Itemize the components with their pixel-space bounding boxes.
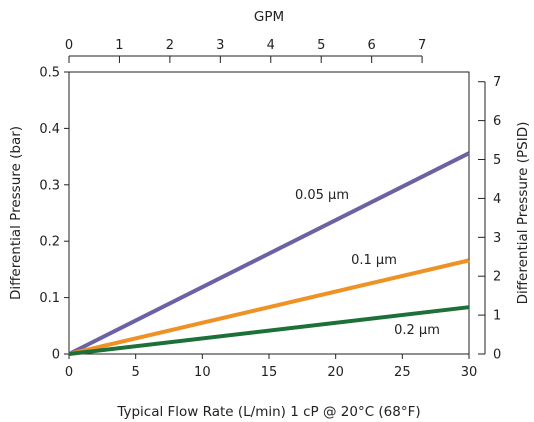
x-tick-label: 10 [194,365,211,380]
y2-tick-label: 6 [493,114,501,129]
y2-tick-label: 1 [493,309,501,324]
series-label-01: 0.1 µm [351,253,397,268]
x-tick-label: 5 [132,365,140,380]
y-tick-label: 0.3 [39,178,60,193]
plot-frame [68,71,470,355]
left-y-axis: 0 0.1 0.2 0.3 0.4 0.5 [39,66,69,363]
x-tick-label: 20 [327,365,344,380]
x2-tick-label: 1 [115,38,123,53]
y2-tick-label: 0 [493,348,501,363]
x2-tick-label: 6 [368,38,376,53]
y-tick-label: 0.1 [39,291,60,306]
x2-tick-label: 2 [166,38,174,53]
series-layer [68,151,470,356]
y2-tick-label: 2 [493,270,501,285]
y-tick-label: 0.5 [39,66,60,81]
y2-axis-title: Differential Pressure (PSID) [515,122,531,305]
right-y-axis: 0 1 2 3 4 5 6 7 [478,75,501,363]
x2-tick-label: 5 [317,38,325,53]
x-axis-title: Typical Flow Rate (L/min) 1 cP @ 20°C (6… [116,404,420,420]
x-tick-label: 25 [394,365,411,380]
bottom-x-axis: 0 5 10 15 20 25 30 [65,354,477,380]
y-tick-label: 0 [52,348,60,363]
x2-tick-label: 3 [216,38,224,53]
y-axis-title: Differential Pressure (bar) [8,126,24,300]
x-tick-label: 15 [261,365,278,380]
series-line-1 [68,258,470,356]
x-tick-label: 30 [461,365,478,380]
top-x-axis: 0 1 2 3 4 5 6 7 [65,38,426,63]
series-label-005: 0.05 µm [295,188,349,203]
y2-tick-label: 4 [493,192,501,207]
y2-tick-label: 7 [493,75,501,90]
y2-tick-label: 3 [493,231,501,246]
x2-tick-label: 0 [65,38,73,53]
x-tick-label: 0 [65,365,73,380]
series-line-0 [68,151,470,356]
x2-tick-label: 4 [267,38,275,53]
y-tick-label: 0.2 [39,235,60,250]
series-line-2 [68,305,470,356]
x2-tick-label: 7 [418,38,426,53]
series-label-02: 0.2 µm [394,323,440,338]
top-axis-title: GPM [254,9,284,25]
y2-tick-label: 5 [493,153,501,168]
y-tick-label: 0.4 [39,122,60,137]
